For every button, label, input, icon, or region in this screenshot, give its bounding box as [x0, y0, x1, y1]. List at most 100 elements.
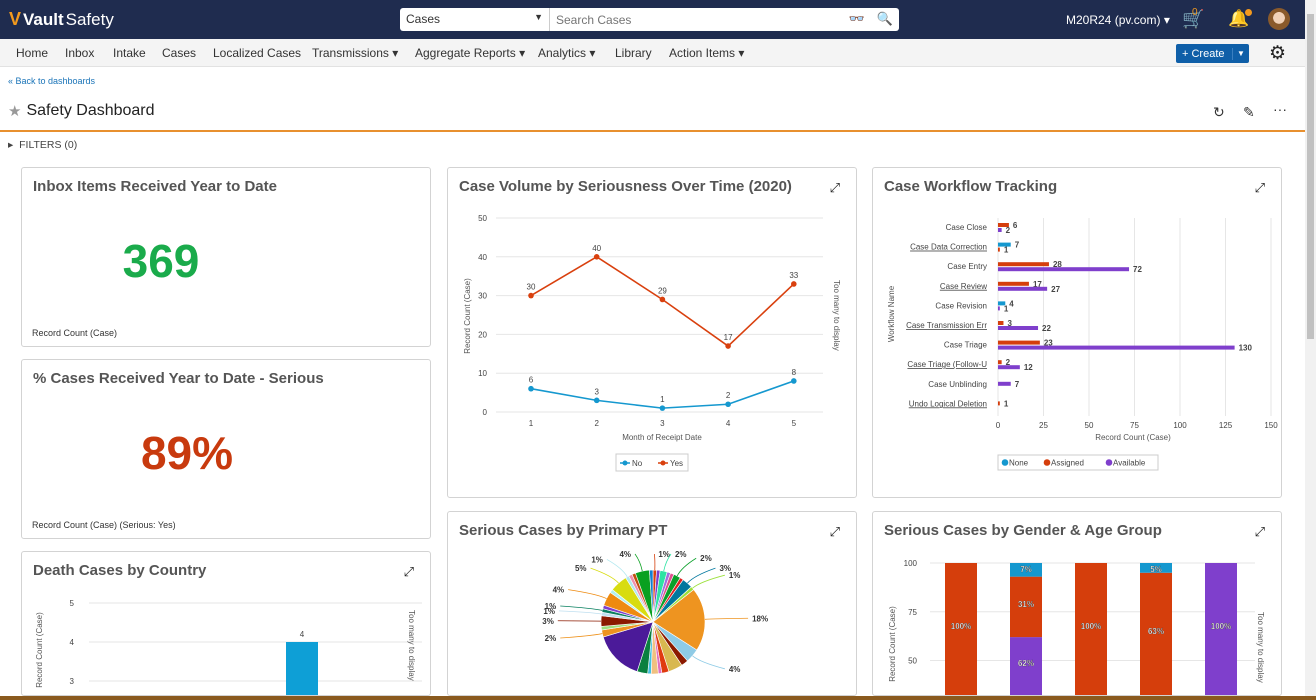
- category-label: Case Unblinding: [928, 380, 987, 389]
- legend-marker: [1105, 459, 1113, 466]
- segment-label: 62%: [1018, 659, 1034, 668]
- category-label: Case Review: [940, 282, 987, 291]
- bar-data-label: 1: [1004, 399, 1009, 408]
- user-menu[interactable]: M20R24 (pv.com) ▾: [1066, 13, 1170, 27]
- stacked-bar-segment-available: [1205, 563, 1237, 695]
- expand-icon[interactable]: ⤢: [1254, 524, 1265, 539]
- star-icon[interactable]: ★: [8, 103, 22, 120]
- x-tick-label: 50: [1085, 421, 1094, 430]
- y-tick-label: 100: [904, 559, 918, 568]
- data-point: [593, 254, 600, 260]
- y-axis-label: Workflow Name: [887, 285, 896, 342]
- pie-slice: [649, 569, 654, 623]
- card-footer: Record Count (Case) (Serious: Yes): [32, 520, 176, 530]
- pie-slice-label: 4%: [553, 586, 565, 595]
- segment-label: 7%: [1020, 565, 1032, 574]
- pie-slice-label: 1%: [658, 550, 670, 559]
- case-volume-chart: 0 10 20 30 40 50 1 2 3 4 5 Month of Receipt Date Rec…: [463, 214, 841, 472]
- segment-label: 100%: [951, 622, 971, 631]
- nav-aggregate-reports[interactable]: Aggregate Reports ▾: [415, 46, 526, 60]
- bar-available: [998, 345, 1235, 350]
- bar: [286, 642, 318, 695]
- x-tick-label: 125: [1219, 421, 1233, 430]
- nav-library[interactable]: Library: [615, 46, 652, 60]
- y-axis-label: Record Count (Case): [463, 278, 472, 354]
- right-note: Too many to display: [1256, 612, 1265, 683]
- data-point: [659, 296, 666, 303]
- stacked-bar-segment-none: [1140, 563, 1172, 573]
- nav-localized-cases[interactable]: Localized Cases: [213, 46, 302, 60]
- gear-icon[interactable]: ⚙: [1269, 43, 1287, 64]
- binoculars-icon[interactable]: 👓: [848, 11, 865, 26]
- y-axis-label: Record Count (Case): [888, 606, 897, 682]
- pie-slice-label: 4%: [729, 665, 741, 674]
- bar-none: [998, 301, 1006, 306]
- logo-text: Safety: [65, 9, 114, 29]
- expand-icon[interactable]: ⤢: [829, 180, 840, 195]
- avatar[interactable]: [1268, 8, 1290, 30]
- segment-label: 100%: [1211, 622, 1231, 631]
- data-label: 1: [660, 395, 665, 404]
- pie-slice-label: 1%: [591, 555, 603, 564]
- stacked-bar-segment-assigned: [1010, 576, 1042, 638]
- search-input[interactable]: [550, 8, 843, 31]
- nav-cases[interactable]: Cases: [162, 46, 197, 60]
- stacked-bar-segment-assigned: [1075, 563, 1107, 695]
- pie-slice-label: 3%: [719, 564, 731, 573]
- card-death-cases: Death Cases by Country ⤢ 3 4 5 4 Record Coun…: [21, 551, 431, 696]
- bar-data-label: 4: [1009, 299, 1014, 308]
- create-button[interactable]: + Create ▼: [1176, 44, 1249, 63]
- nav-action-items[interactable]: Action Items ▾: [669, 46, 745, 60]
- card-serious-percent: % Cases Received Year to Date - Serious …: [21, 359, 431, 539]
- nav-analytics[interactable]: Analytics ▾: [538, 46, 596, 60]
- more-icon[interactable]: ···: [1273, 101, 1287, 117]
- pie-slice-label: 5%: [575, 564, 587, 573]
- filters-toggle[interactable]: ▸ FILTERS (0): [8, 139, 78, 151]
- expand-icon[interactable]: ⤢: [1254, 180, 1265, 195]
- notification-bell-icon[interactable]: 🔔: [1228, 9, 1253, 29]
- data-label: 6: [529, 376, 534, 385]
- scrollbar-thumb[interactable]: [1307, 14, 1314, 339]
- cart-icon[interactable]: 🛒 0: [1182, 7, 1205, 29]
- legend-marker: [660, 460, 666, 466]
- pencil-icon[interactable]: ✎: [1243, 104, 1255, 120]
- create-dropdown-caret-icon[interactable]: ▼: [1237, 49, 1245, 58]
- refresh-icon[interactable]: ↻: [1213, 104, 1225, 120]
- x-tick-label: 1: [529, 419, 534, 428]
- data-point: [725, 401, 731, 408]
- y-tick-label: 50: [908, 657, 917, 666]
- nav-home[interactable]: Home: [16, 46, 49, 60]
- vault-safety-logo[interactable]: V Vault Safety: [9, 9, 114, 30]
- bar-assigned: [998, 360, 1002, 365]
- pie-leader-line: [692, 574, 725, 589]
- page-scrollbar[interactable]: [1305, 0, 1316, 700]
- card-gender-age: Serious Cases by Gender & Age Group ⤢ 50…: [872, 511, 1282, 696]
- pie-leader-line: [687, 567, 716, 584]
- legend-marker: [1001, 459, 1009, 466]
- bar-data-label: 7: [1015, 241, 1020, 250]
- search-icon[interactable]: 🔍: [876, 11, 893, 26]
- logo-bold: Vault: [23, 9, 64, 29]
- search-scope-select[interactable]: Cases ▼: [400, 8, 550, 31]
- data-label: 2: [726, 391, 731, 400]
- card-title: Inbox Items Received Year to Date: [33, 178, 277, 195]
- x-tick-label: 150: [1264, 421, 1278, 430]
- expand-icon[interactable]: ⤢: [403, 564, 414, 579]
- bar-available: [998, 365, 1020, 370]
- card-title: Serious Cases by Gender & Age Group: [884, 522, 1162, 539]
- data-point: [659, 405, 666, 411]
- bar-assigned: [998, 340, 1040, 345]
- y-tick-label: 50: [478, 214, 487, 223]
- nav-inbox[interactable]: Inbox: [65, 46, 95, 60]
- nav-transmissions[interactable]: Transmissions ▾: [312, 46, 399, 60]
- nav-intake[interactable]: Intake: [113, 46, 146, 60]
- expand-icon[interactable]: ⤢: [829, 524, 840, 539]
- bar-available: [998, 326, 1039, 330]
- bar-none: [998, 242, 1011, 247]
- pie-slice: [602, 621, 654, 672]
- x-axis-label: Month of Receipt Date: [622, 433, 702, 442]
- back-to-dashboards-link[interactable]: « Back to dashboards: [8, 76, 96, 86]
- data-point: [593, 397, 600, 404]
- pie-leader-line: [653, 553, 656, 571]
- pie-slice-label: 4%: [619, 550, 631, 559]
